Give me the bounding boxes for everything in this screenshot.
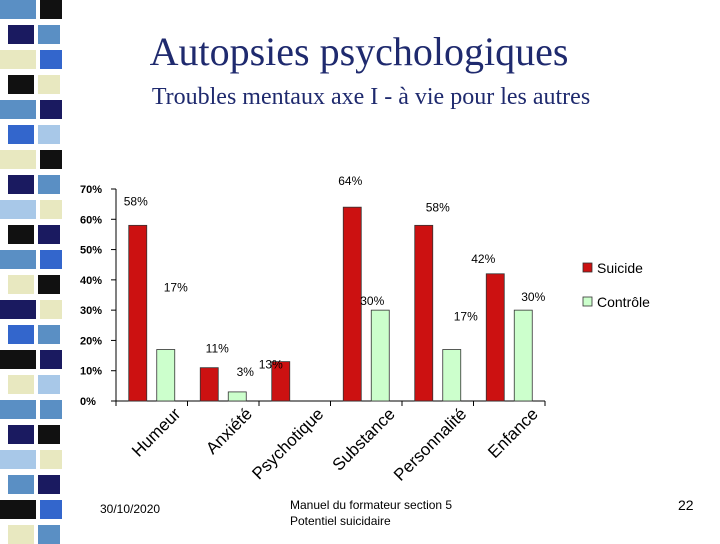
y-tick-label: 20% [80,335,102,347]
data-label: 30% [521,290,545,304]
data-label: 42% [471,252,495,266]
footer-line-1: Manuel du formateur section 5 [290,498,453,512]
y-tick-label: 30% [80,305,102,317]
bar-suicide [342,206,362,402]
strip-block [38,425,60,444]
strip-block [38,475,60,494]
strip-block [0,400,36,419]
strip-block [40,450,62,469]
legend-label: Contrôle [597,294,650,310]
x-tick-label: Humeur [128,404,184,460]
legend-swatch [582,296,593,307]
x-tick-label: Anxiété [202,404,256,458]
strip-block [40,150,62,169]
slide-subtitle: Troubles mentaux axe I - à vie pour les … [151,84,591,110]
y-tick-label: 60% [80,214,102,226]
strip-block [38,25,60,44]
strip-block [0,150,36,169]
bar-controle [513,309,533,402]
strip-block [0,250,36,269]
strip-block [0,100,36,119]
bar-controle [442,349,462,402]
strip-block [8,525,34,544]
strip-block [38,125,60,144]
data-label: 17% [454,310,478,324]
strip-block [40,350,62,369]
y-tick-label: 40% [80,275,102,287]
data-label: 58% [124,194,148,208]
strip-block [8,225,34,244]
data-label: 11% [206,342,229,356]
strip-block [8,375,34,394]
strip-block [8,325,34,344]
strip-block [38,325,60,344]
data-label: 17% [164,281,188,295]
y-tick-label: 0% [80,396,96,408]
slide-title: Autopsies psychologiques [149,29,569,74]
footer-manual: Manuel du formateur section 5 Potentiel … [290,497,452,529]
footer-date: 30/10/2020 [100,502,161,516]
legend-label: Suicide [597,260,643,276]
strip-block [40,400,62,419]
y-tick-label: 10% [80,366,102,378]
y-tick-label: 50% [80,245,102,257]
x-tick-label: Enfance [484,404,542,462]
strip-block [0,200,36,219]
data-label: 58% [426,200,450,214]
strip-block [40,200,62,219]
bar-suicide [485,273,505,402]
strip-block [0,500,36,519]
strip-block [38,175,60,194]
strip-block [40,500,62,519]
page-number: 22 [678,497,694,513]
data-label: 64% [338,174,362,188]
bar-suicide [414,224,434,402]
decorative-strip [0,0,66,544]
strip-block [40,50,62,69]
bar-suicide [271,361,291,402]
strip-block [38,75,60,94]
strip-block [40,250,62,269]
bar-controle [227,391,247,402]
strip-block [8,275,34,294]
bar-suicide [128,224,148,402]
legend-swatch [582,262,593,273]
data-label: 13% [259,358,283,372]
strip-block [0,450,36,469]
strip-block [0,350,36,369]
strip-block [0,300,36,319]
strip-block [40,0,62,19]
footer-line-2: Potentiel suicidaire [290,514,391,528]
strip-block [40,100,62,119]
bar-controle [370,309,390,402]
strip-block [8,475,34,494]
strip-block [38,275,60,294]
strip-block [38,225,60,244]
strip-block [38,525,60,544]
data-label: 30% [360,294,384,308]
strip-block [38,375,60,394]
strip-block [8,125,34,144]
strip-block [8,75,34,94]
x-tick-label: Personnalité [390,404,470,484]
strip-block [0,0,36,19]
strip-block [8,25,34,44]
x-tick-label: Psychotique [248,404,327,483]
data-label: 3% [237,365,255,379]
x-tick-label: Substance [329,404,399,474]
strip-block [0,50,36,69]
strip-block [8,425,34,444]
strip-block [8,175,34,194]
bar-controle [156,349,176,402]
bar-suicide [199,367,219,402]
y-tick-label: 70% [80,184,102,196]
strip-block [40,300,62,319]
